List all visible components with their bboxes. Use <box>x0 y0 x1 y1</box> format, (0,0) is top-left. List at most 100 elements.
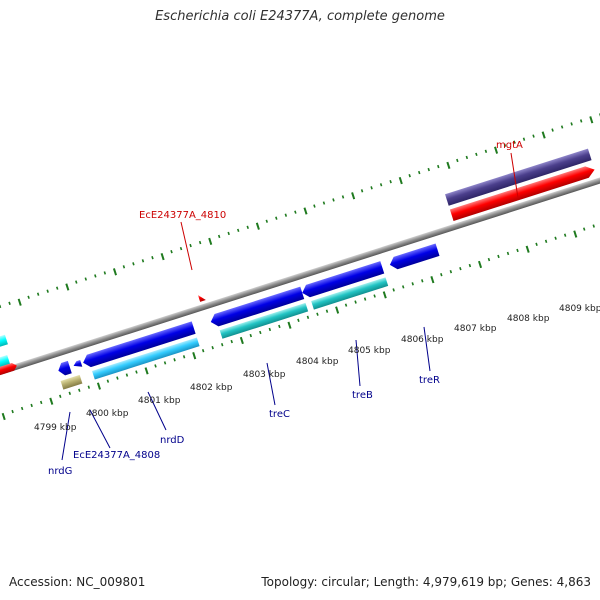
reverse-tick <box>287 321 292 329</box>
mgta-gene-cds[interactable] <box>449 164 597 221</box>
forward-tick <box>532 134 535 138</box>
reverse-tick <box>497 254 500 259</box>
reverse-tick <box>68 391 71 395</box>
trer-gene-cds[interactable] <box>388 243 440 271</box>
forward-tick <box>17 298 22 306</box>
forward-scale-ticks <box>0 113 600 309</box>
reverse-tick <box>49 397 54 405</box>
forward-tick <box>265 219 269 223</box>
scale-label: 4804 kbp <box>296 357 339 367</box>
reverse-tick <box>430 276 435 284</box>
forward-tick <box>389 180 392 184</box>
reverse-tick <box>1 412 6 421</box>
scale-label: 4802 kbp <box>190 383 233 393</box>
forward-tick <box>103 271 107 275</box>
reverse-scale-ticks <box>1 224 595 421</box>
reverse-tick <box>135 370 138 374</box>
forward-tick <box>55 286 59 290</box>
nrdd-gene-cds[interactable] <box>81 321 196 369</box>
reverse-tick <box>220 342 224 347</box>
forward-tick <box>303 207 308 215</box>
forward-tick <box>418 170 421 175</box>
scale-label: 4801 kbp <box>138 396 181 406</box>
forward-tick <box>427 167 430 172</box>
reverse-tick <box>20 406 24 411</box>
treb-gene-cds[interactable] <box>300 261 385 299</box>
reverse-tick <box>478 260 483 269</box>
gene-label-nrdd[interactable]: nrdD <box>160 435 185 446</box>
scale-labels: 4799 kbp 4800 kbp 4801 kbp 4802 kbp 4803 kbp… <box>34 304 600 433</box>
gene-label-trer[interactable]: treR <box>419 375 440 386</box>
forward-tick <box>46 289 49 293</box>
reverse-tick <box>144 367 149 375</box>
forward-tick <box>84 277 88 281</box>
forward-tick <box>122 265 126 269</box>
forward-tick <box>341 195 345 199</box>
gene-label-trec[interactable]: treC <box>269 409 290 420</box>
reverse-tick <box>382 291 387 299</box>
forward-tick <box>513 140 516 144</box>
nrdg-gene-olive[interactable] <box>60 374 83 390</box>
forward-tick <box>227 231 230 236</box>
forward-tick <box>255 222 260 230</box>
gene-label-nrdg[interactable]: nrdG <box>48 466 72 477</box>
ece24377a-4810-gene[interactable] <box>198 293 206 302</box>
gene-label-mgta[interactable]: mgtA <box>496 140 523 151</box>
reverse-tick <box>468 263 472 268</box>
reverse-tick <box>592 224 595 228</box>
reverse-tick <box>116 376 119 380</box>
treb-gene-teal[interactable] <box>311 277 389 310</box>
trec-gene-cds[interactable] <box>209 286 305 329</box>
reverse-tick <box>249 333 253 338</box>
scale-label: 4803 kbp <box>243 370 286 380</box>
reverse-tick <box>440 273 443 277</box>
forward-tick <box>579 119 583 123</box>
reverse-tick <box>516 248 519 253</box>
reverse-tick <box>154 364 157 368</box>
forward-tick <box>0 304 2 309</box>
forward-tick <box>446 161 451 170</box>
reverse-tick <box>344 303 348 307</box>
forward-tick <box>398 176 403 185</box>
forward-tick <box>379 183 383 187</box>
reverse-tick <box>30 403 33 408</box>
gene-label-ece24377a-4808[interactable]: EcE24377A_4808 <box>73 450 160 461</box>
reverse-tick <box>211 346 214 350</box>
gene-red-left[interactable] <box>0 362 18 377</box>
gene-light-cyan-top-left[interactable] <box>0 334 8 351</box>
reverse-tick <box>449 270 453 274</box>
reverse-tick <box>363 297 367 301</box>
reverse-tick <box>544 239 548 243</box>
forward-tick <box>437 164 440 169</box>
forward-tick <box>465 155 469 160</box>
reverse-tick <box>268 327 272 332</box>
forward-tick <box>217 234 221 239</box>
reverse-tick <box>487 257 491 262</box>
forward-tick <box>484 149 488 153</box>
nrdg-gene-cds[interactable] <box>56 360 72 377</box>
reverse-tick <box>325 309 329 313</box>
genome-backbone <box>0 162 600 381</box>
reverse-tick <box>182 355 186 359</box>
forward-tick <box>589 116 594 124</box>
reverse-tick <box>535 242 538 246</box>
scale-label: 4808 kbp <box>507 314 550 324</box>
scale-label: 4806 kbp <box>401 335 444 345</box>
reverse-tick <box>421 279 424 283</box>
reverse-tick <box>373 294 376 298</box>
trec-gene-teal[interactable] <box>219 302 309 339</box>
reverse-tick <box>78 388 81 392</box>
reverse-tick <box>239 336 244 345</box>
ece24377a-4808-gene[interactable] <box>73 360 83 369</box>
gene-label-treb[interactable]: treB <box>352 390 373 401</box>
forward-tick <box>132 262 135 266</box>
mgta-gene-purple[interactable] <box>445 148 592 206</box>
scale-label: 4799 kbp <box>34 423 77 433</box>
nrdd-gene-light[interactable] <box>92 337 200 380</box>
forward-tick <box>284 213 288 217</box>
reverse-tick <box>259 330 262 335</box>
gene-label-leaders <box>61 152 519 461</box>
forward-tick <box>179 246 183 251</box>
gene-label-ece24377a-4810[interactable]: EcE24377A_4810 <box>139 210 226 221</box>
